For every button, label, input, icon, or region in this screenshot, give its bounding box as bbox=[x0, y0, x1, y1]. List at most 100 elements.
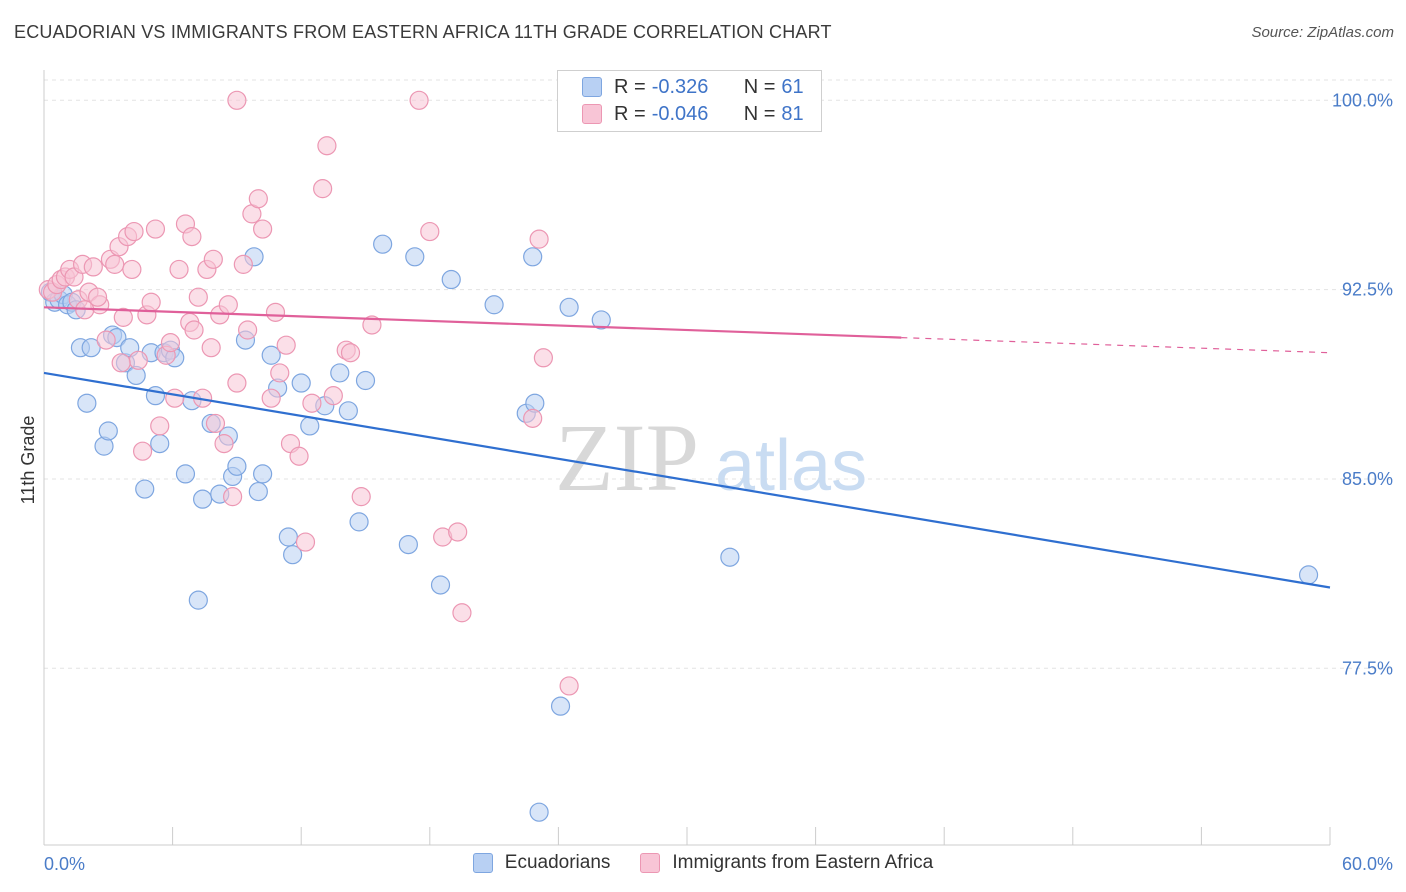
point-eastern-africa bbox=[276, 335, 296, 355]
point-eastern-africa bbox=[141, 292, 161, 312]
grid-lines bbox=[44, 79, 1395, 669]
point-eastern-africa bbox=[203, 249, 223, 269]
point-eastern-africa bbox=[409, 90, 429, 110]
series-legend: Ecuadorians Immigrants from Eastern Afri… bbox=[0, 852, 1406, 874]
point-eastern-africa bbox=[265, 302, 286, 322]
point-eastern-africa bbox=[169, 259, 189, 280]
point-eastern-africa bbox=[351, 487, 371, 507]
legend-row-eastern-africa: R = -0.046 N = 81 bbox=[582, 101, 804, 127]
point-ecuadorian bbox=[253, 464, 273, 484]
n-key: N = bbox=[743, 75, 776, 98]
tick-labels: 100.0% 92.5% 85.0% 77.5% 0.0% 60.0% 11th Grade bbox=[18, 90, 1393, 874]
point-ecuadorian bbox=[559, 297, 579, 317]
n-value: 81 bbox=[781, 102, 804, 125]
point-ecuadorian bbox=[405, 247, 425, 267]
legend-swatch-eastern-africa bbox=[582, 104, 602, 124]
chart-source: Source: ZipAtlas.com bbox=[1251, 24, 1394, 41]
point-ecuadorian bbox=[441, 269, 461, 290]
point-ecuadorian bbox=[550, 696, 571, 716]
point-eastern-africa bbox=[184, 320, 204, 340]
point-ecuadorian bbox=[175, 464, 196, 484]
legend-label: Ecuadorians bbox=[504, 852, 611, 873]
point-eastern-africa bbox=[448, 522, 468, 542]
point-ecuadorian bbox=[355, 370, 376, 391]
point-ecuadorian bbox=[720, 547, 740, 567]
legend-swatch bbox=[472, 853, 493, 873]
legend-swatch bbox=[640, 853, 661, 873]
watermark-atlas: atlas bbox=[715, 426, 867, 506]
y-axis-label: 11th Grade bbox=[18, 416, 38, 505]
legend-item-eastern-africa[interactable]: Immigrants from Eastern Africa bbox=[640, 852, 933, 874]
point-eastern-africa bbox=[113, 307, 133, 327]
point-eastern-africa bbox=[218, 295, 238, 315]
point-eastern-africa bbox=[223, 487, 243, 507]
watermark-zip: ZIP bbox=[555, 404, 699, 511]
point-eastern-africa bbox=[302, 393, 322, 413]
point-eastern-africa bbox=[214, 434, 234, 454]
point-eastern-africa bbox=[420, 221, 440, 242]
point-ecuadorian bbox=[188, 590, 208, 610]
point-eastern-africa bbox=[111, 353, 131, 373]
point-ecuadorian bbox=[278, 527, 298, 547]
point-eastern-africa bbox=[533, 348, 553, 368]
point-eastern-africa bbox=[323, 386, 343, 406]
point-eastern-africa bbox=[340, 343, 361, 363]
point-ecuadorian bbox=[248, 481, 268, 502]
point-ecuadorian bbox=[227, 456, 247, 476]
point-eastern-africa bbox=[452, 603, 472, 623]
point-ecuadorian bbox=[81, 338, 101, 358]
point-eastern-africa bbox=[201, 338, 221, 358]
trend-line-ecuadorians bbox=[43, 371, 1331, 589]
trend-line-eastern-africa-extension bbox=[901, 336, 1331, 354]
point-eastern-africa bbox=[124, 221, 144, 242]
r-key: R = bbox=[614, 102, 646, 125]
y-tick-label: 92.5% bbox=[1342, 280, 1393, 300]
point-ecuadorian bbox=[591, 310, 611, 330]
zipatlas-watermark: ZIP atlas bbox=[555, 404, 867, 511]
point-eastern-africa bbox=[238, 320, 258, 340]
point-eastern-africa bbox=[122, 259, 142, 280]
point-eastern-africa bbox=[160, 333, 181, 353]
point-eastern-africa bbox=[233, 254, 253, 274]
point-ecuadorian bbox=[330, 363, 350, 383]
legend-item-ecuadorians[interactable]: Ecuadorians bbox=[472, 852, 611, 874]
point-eastern-africa bbox=[132, 441, 153, 461]
n-value: 61 bbox=[781, 75, 804, 98]
y-tick-label: 85.0% bbox=[1342, 469, 1393, 489]
trend-line-eastern-africa bbox=[43, 306, 902, 339]
point-eastern-africa bbox=[87, 287, 108, 307]
point-eastern-africa bbox=[523, 408, 543, 428]
point-eastern-africa bbox=[205, 413, 226, 434]
legend-label: Immigrants from Eastern Africa bbox=[672, 852, 934, 873]
point-ecuadorian bbox=[373, 234, 393, 254]
n-key: N = bbox=[743, 102, 776, 125]
point-eastern-africa bbox=[362, 315, 382, 335]
point-ecuadorian bbox=[291, 373, 311, 393]
point-eastern-africa bbox=[270, 363, 290, 383]
point-eastern-africa bbox=[145, 219, 166, 239]
r-value: -0.046 bbox=[651, 102, 709, 125]
data-points bbox=[38, 90, 1319, 822]
point-eastern-africa bbox=[227, 373, 247, 393]
axes bbox=[43, 70, 1331, 846]
trend-lines bbox=[43, 306, 1331, 589]
point-eastern-africa bbox=[128, 350, 148, 370]
chart-title: ECUADORIAN VS IMMIGRANTS FROM EASTERN AF… bbox=[14, 22, 832, 42]
point-eastern-africa bbox=[559, 676, 579, 696]
point-ecuadorian bbox=[193, 489, 213, 509]
point-eastern-africa bbox=[165, 388, 185, 408]
point-eastern-africa bbox=[529, 229, 549, 249]
x-tick-label-max: 60.0% bbox=[1342, 854, 1393, 874]
point-eastern-africa bbox=[313, 179, 333, 199]
point-ecuadorian bbox=[484, 295, 504, 315]
x-tick-label-min: 0.0% bbox=[44, 854, 85, 874]
point-ecuadorian bbox=[261, 345, 281, 365]
point-eastern-africa bbox=[96, 330, 116, 350]
point-eastern-africa bbox=[227, 90, 247, 110]
point-eastern-africa bbox=[105, 254, 125, 274]
point-ecuadorian bbox=[523, 247, 543, 267]
point-eastern-africa bbox=[188, 287, 208, 307]
point-ecuadorian bbox=[338, 401, 358, 421]
point-ecuadorian bbox=[300, 416, 320, 436]
